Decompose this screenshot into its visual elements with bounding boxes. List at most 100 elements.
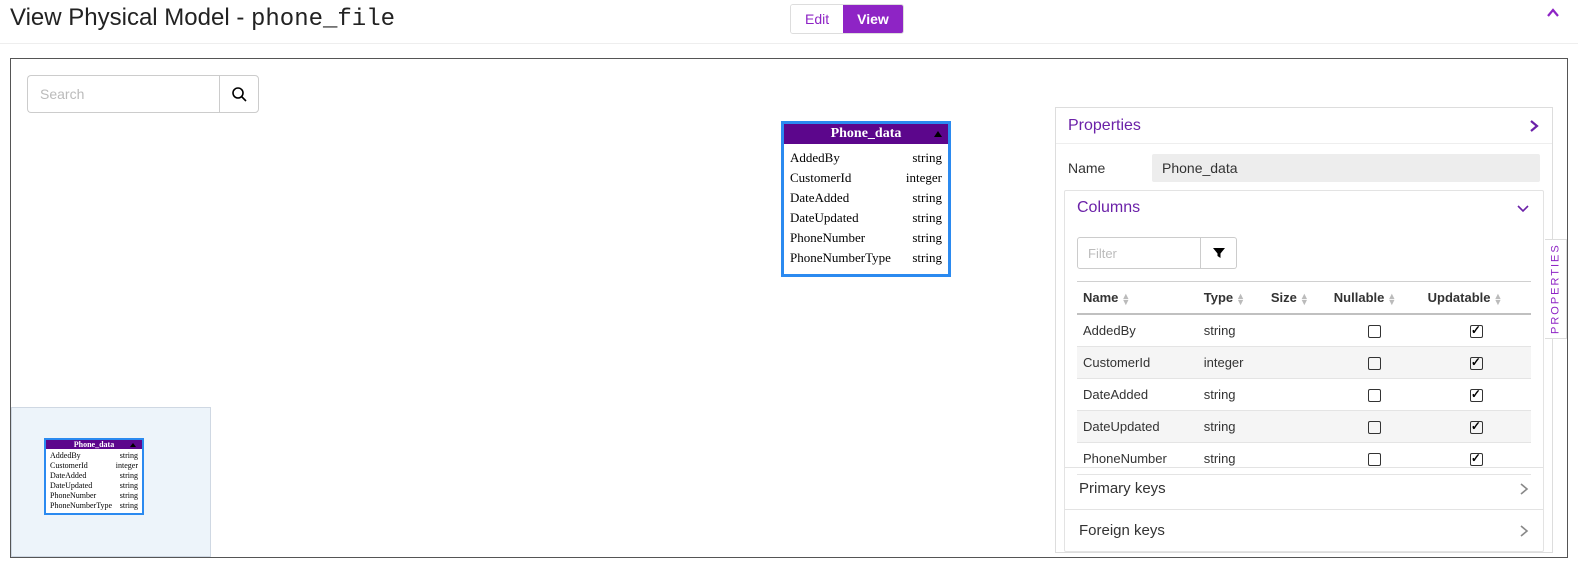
- entity-column-type: integer: [906, 168, 942, 188]
- entity-column-name: PhoneNumber: [790, 228, 865, 248]
- properties-header: Properties: [1056, 108, 1552, 144]
- checkbox-icon: [1368, 453, 1381, 466]
- col-header-nullable[interactable]: Nullable▲▼: [1328, 282, 1422, 315]
- sort-icon: ▲▼: [1236, 293, 1245, 305]
- columns-filter-button[interactable]: [1201, 237, 1237, 269]
- entity-column-row: PhoneNumberType string: [790, 248, 942, 268]
- properties-collapse-icon[interactable]: [1528, 120, 1540, 132]
- name-field-row: Name Phone_data: [1056, 144, 1552, 190]
- checkbox-icon: [1368, 357, 1381, 370]
- cell-updatable: [1422, 411, 1531, 443]
- filter-row: [1077, 237, 1531, 269]
- entity-column-name: PhoneNumberType: [790, 248, 891, 268]
- search-group: [27, 75, 259, 113]
- cell-updatable: [1422, 379, 1531, 411]
- entity-column-row: PhoneNumber string: [50, 491, 138, 501]
- columns-scroll-area[interactable]: Name▲▼ Type▲▼ Size▲▼ Nullable▲▼ Updatabl…: [1077, 237, 1543, 487]
- page-title: View Physical Model - phone_file: [10, 4, 395, 33]
- entity-title: Phone_data: [831, 126, 902, 141]
- col-header-type[interactable]: Type▲▼: [1198, 282, 1265, 315]
- checkbox-icon: [1470, 357, 1483, 370]
- properties-vertical-tab[interactable]: PROPERTIES: [1545, 239, 1567, 339]
- entity-column-name: CustomerId: [50, 461, 88, 471]
- sort-icon: ▲▼: [1387, 293, 1396, 305]
- cell-updatable: [1422, 443, 1531, 475]
- table-row[interactable]: PhoneNumberstring: [1077, 443, 1531, 475]
- name-value: Phone_data: [1152, 154, 1540, 182]
- columns-section-header[interactable]: Columns: [1065, 191, 1543, 225]
- columns-filter-input[interactable]: [1077, 237, 1201, 269]
- entity-column-name: PhoneNumberType: [50, 501, 112, 511]
- entity-card[interactable]: Phone_data AddedBystringCustomerIdintege…: [781, 121, 951, 277]
- entity-column-name: AddedBy: [50, 451, 81, 461]
- chevron-down-icon: [1515, 200, 1531, 216]
- entity-column-row: CustomerIdinteger: [790, 168, 942, 188]
- model-canvas[interactable]: Phone_data AddedBystringCustomerIdintege…: [10, 58, 1568, 558]
- search-input[interactable]: [27, 75, 219, 113]
- cell-nullable: [1328, 443, 1422, 475]
- cell-size: [1265, 347, 1328, 379]
- columns-table-header-row: Name▲▼ Type▲▼ Size▲▼ Nullable▲▼ Updatabl…: [1077, 282, 1531, 315]
- checkbox-icon: [1470, 421, 1483, 434]
- minimap[interactable]: Phone_data AddedBystringCustomerIdintege…: [11, 407, 211, 557]
- title-prefix: View Physical Model -: [10, 4, 251, 31]
- entity-column-name: DateUpdated: [790, 208, 859, 228]
- entity-column-type: string: [120, 491, 138, 501]
- entity-column-row: DateAddedstring: [50, 471, 138, 481]
- entity-column-type: integer: [116, 461, 138, 471]
- cell-type: string: [1198, 443, 1265, 475]
- cell-type: integer: [1198, 347, 1265, 379]
- entity-column-type: string: [912, 188, 942, 208]
- chevron-right-icon: [1519, 524, 1529, 538]
- cell-type: string: [1198, 411, 1265, 443]
- cell-nullable: [1328, 314, 1422, 347]
- cell-name: DateAdded: [1077, 379, 1198, 411]
- cell-size: [1265, 379, 1328, 411]
- cell-type: string: [1198, 314, 1265, 347]
- columns-table: Name▲▼ Type▲▼ Size▲▼ Nullable▲▼ Updatabl…: [1077, 281, 1531, 475]
- entity-column-name: DateAdded: [50, 471, 86, 481]
- entity-column-type: string: [120, 481, 138, 491]
- page-header: View Physical Model - phone_file Edit Vi…: [0, 0, 1578, 44]
- entity-column-name: DateAdded: [790, 188, 849, 208]
- checkbox-icon: [1368, 421, 1381, 434]
- model-name: phone_file: [251, 6, 395, 33]
- minimap-entity: Phone_data AddedBystringCustomerIdintege…: [44, 438, 144, 515]
- name-label: Name: [1068, 160, 1138, 176]
- mode-toggle: Edit View: [790, 4, 904, 34]
- entity-column-name: DateUpdated: [50, 481, 92, 491]
- entity-column-type: string: [912, 208, 942, 228]
- cell-name: DateUpdated: [1077, 411, 1198, 443]
- search-button[interactable]: [219, 75, 259, 113]
- entity-expand-icon[interactable]: [934, 131, 942, 137]
- checkbox-icon: [1368, 389, 1381, 402]
- col-header-name[interactable]: Name▲▼: [1077, 282, 1198, 315]
- cell-nullable: [1328, 347, 1422, 379]
- cell-size: [1265, 411, 1328, 443]
- minimap-entity-header: Phone_data: [46, 440, 142, 449]
- entity-column-row: AddedBystring: [50, 451, 138, 461]
- table-row[interactable]: DateUpdatedstring: [1077, 411, 1531, 443]
- table-row[interactable]: CustomerIdinteger: [1077, 347, 1531, 379]
- collapse-header-icon[interactable]: [1546, 6, 1560, 20]
- cell-updatable: [1422, 314, 1531, 347]
- cell-size: [1265, 443, 1328, 475]
- table-row[interactable]: AddedBystring: [1077, 314, 1531, 347]
- entity-column-row: CustomerId integer: [50, 461, 138, 471]
- entity-column-type: string: [912, 248, 942, 268]
- col-header-updatable[interactable]: Updatable▲▼: [1422, 282, 1531, 315]
- edit-mode-button[interactable]: Edit: [791, 5, 843, 33]
- col-header-size[interactable]: Size▲▼: [1265, 282, 1328, 315]
- properties-title: Properties: [1068, 117, 1141, 135]
- entity-column-name: PhoneNumber: [50, 491, 96, 501]
- view-mode-button[interactable]: View: [843, 5, 903, 33]
- foreign-keys-section[interactable]: Foreign keys: [1065, 509, 1543, 551]
- cell-updatable: [1422, 347, 1531, 379]
- columns-section-title: Columns: [1077, 199, 1140, 217]
- table-row[interactable]: DateAddedstring: [1077, 379, 1531, 411]
- checkbox-icon: [1470, 389, 1483, 402]
- entity-column-name: AddedBy: [790, 148, 840, 168]
- checkbox-icon: [1470, 325, 1483, 338]
- entity-column-row: AddedBystring: [790, 148, 942, 168]
- cell-type: string: [1198, 379, 1265, 411]
